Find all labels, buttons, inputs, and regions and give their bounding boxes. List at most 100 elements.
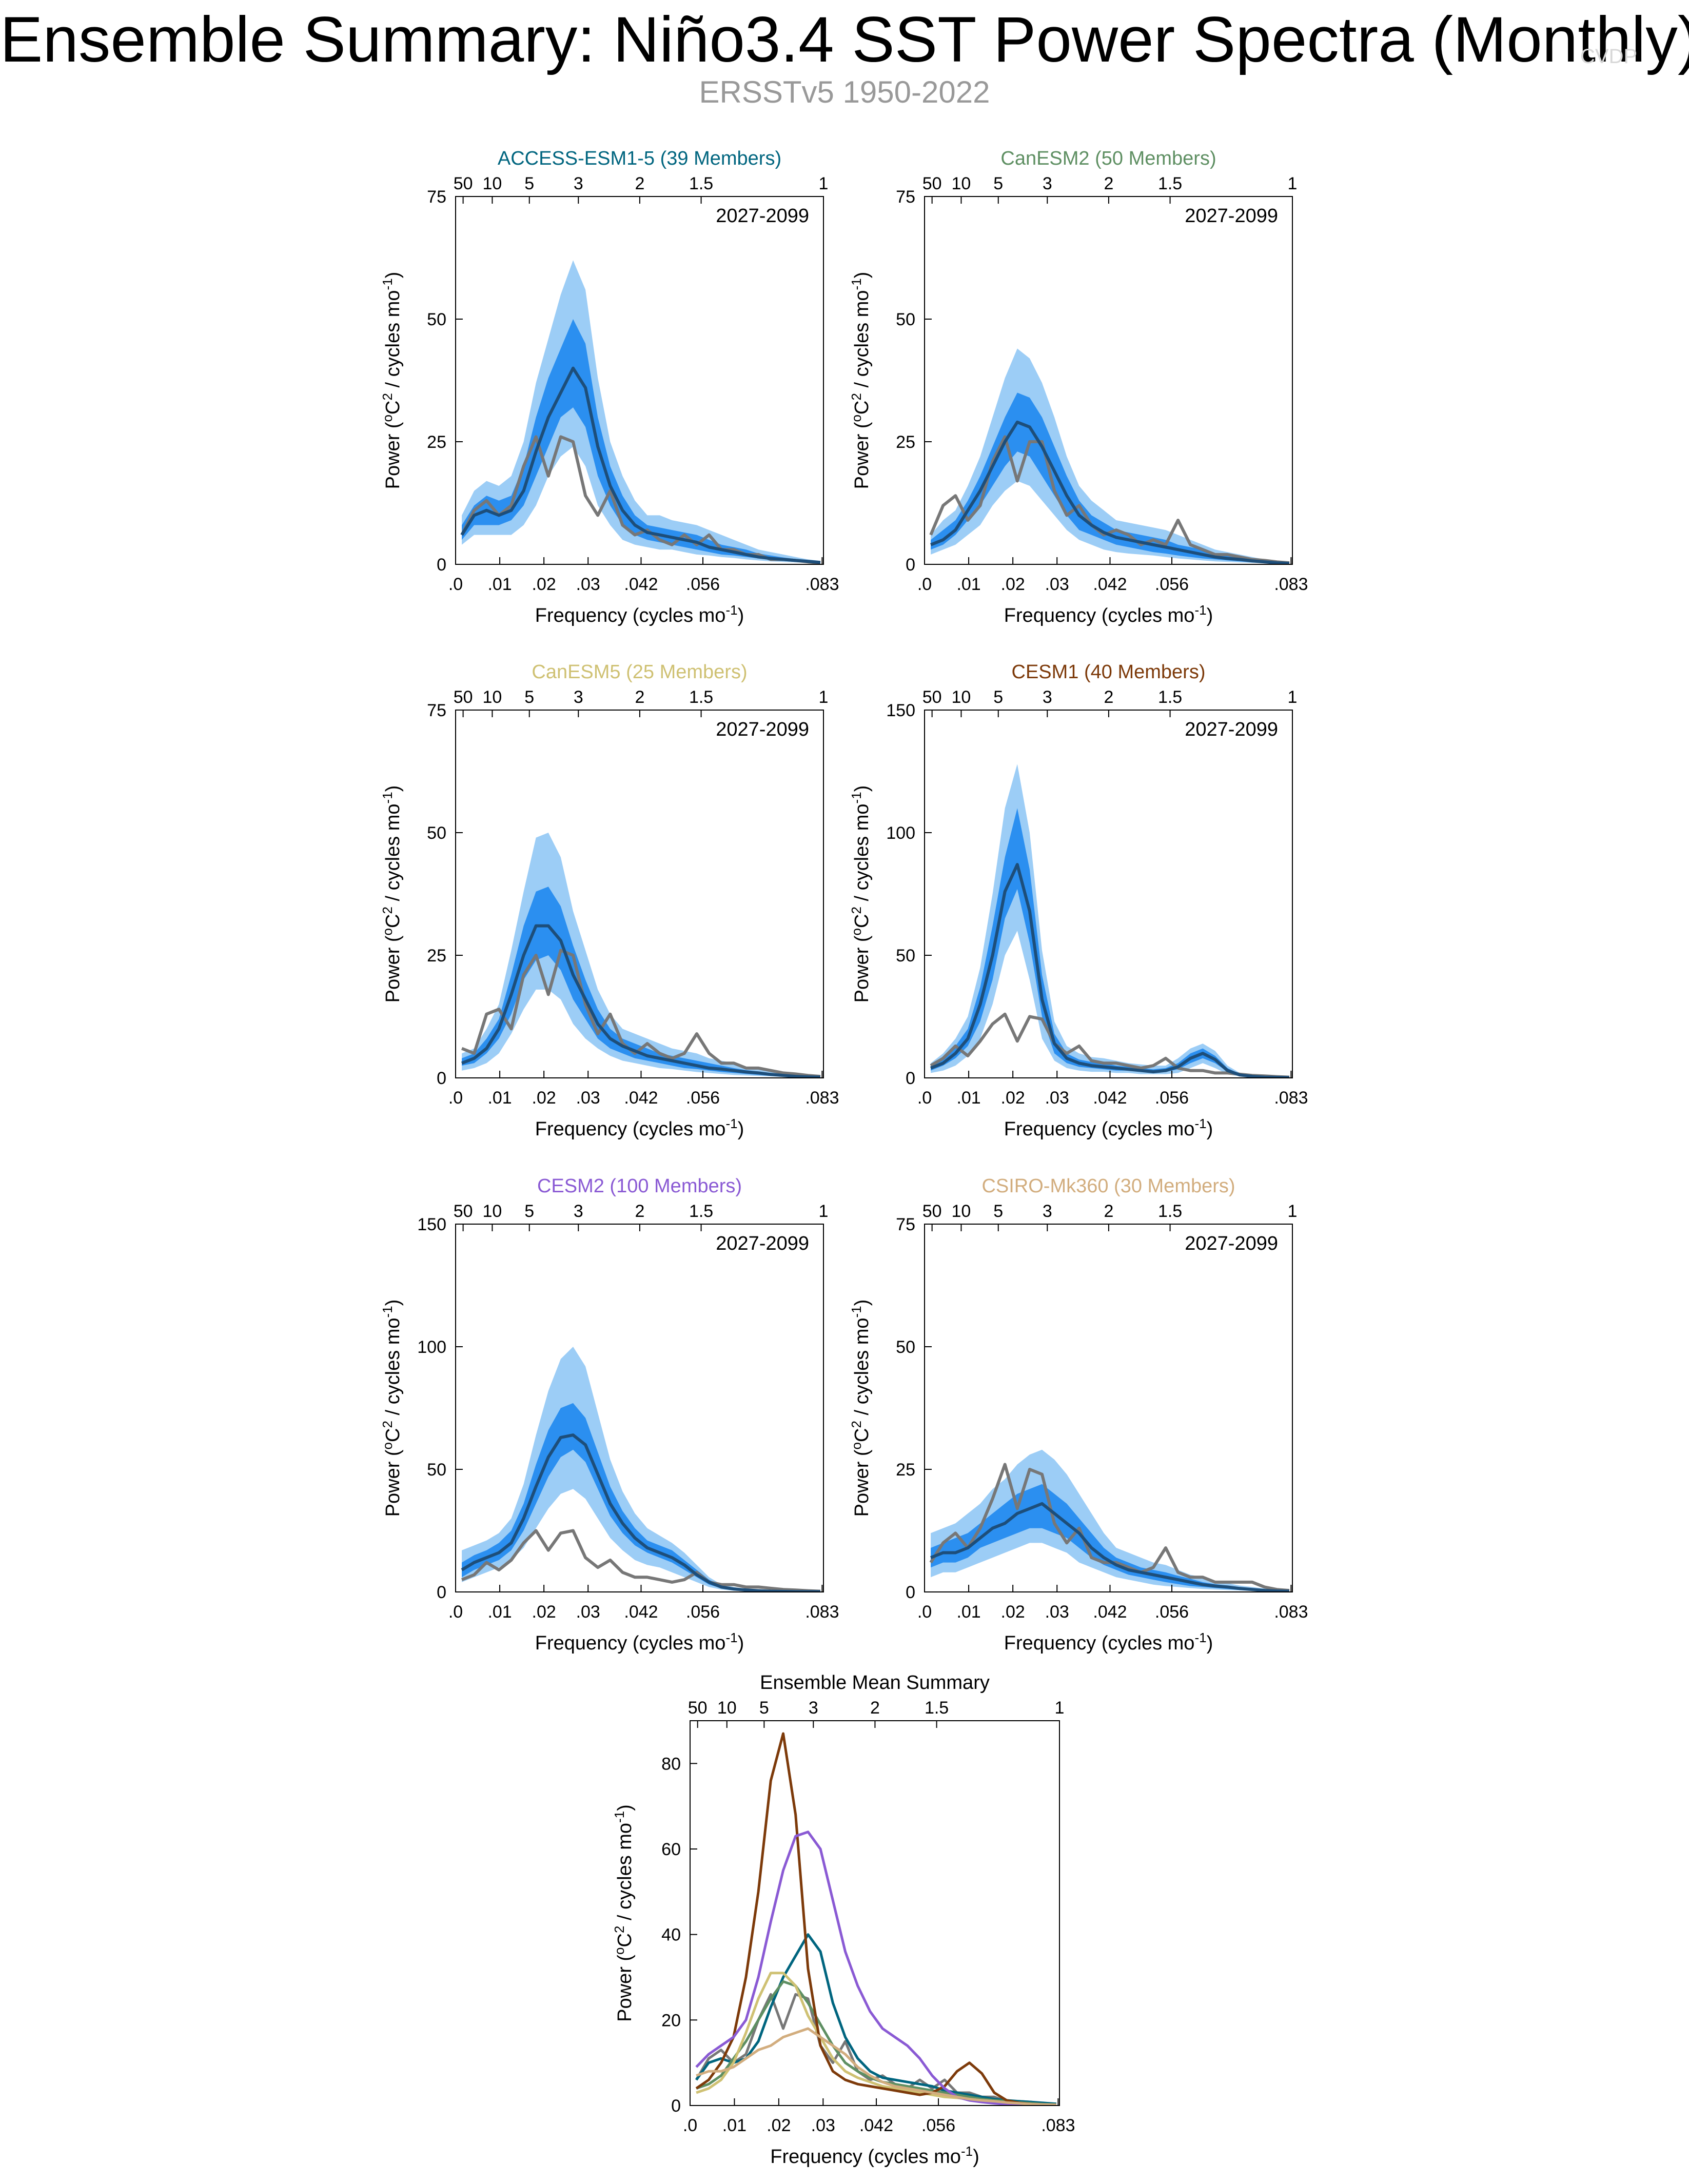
y-tick-label: 150: [886, 701, 915, 720]
y-tick-label: 50: [896, 1337, 915, 1357]
plot-area: [929, 1449, 1290, 1592]
ensemble-mean-line: [461, 924, 821, 1078]
watermark: CVDP: [1580, 45, 1638, 68]
x-tick-label: .083: [805, 575, 839, 594]
chart-panel-3: 0 25 50 75 .0 .01 .02 .03 .042 .056 .083 50 10 5 3 2 1.5…: [380, 661, 839, 1140]
band-10-90: [462, 1347, 820, 1592]
top-tick-label: 50: [922, 174, 942, 193]
x-tick-label: .02: [1001, 575, 1025, 594]
top-tick-label: 3: [809, 1698, 818, 1718]
top-tick-label: 3: [574, 1202, 583, 1221]
top-tick-label: 2: [1104, 174, 1113, 193]
top-tick-label: 3: [1043, 174, 1052, 193]
y-tick-label: 0: [906, 1069, 915, 1088]
top-tick-label: 50: [688, 1698, 708, 1718]
panel-title: CESM2 (100 Members): [537, 1175, 742, 1197]
x-tick-label: .056: [686, 1088, 720, 1108]
top-tick-label: 1.5: [689, 1202, 713, 1221]
band-25-75: [931, 392, 1289, 564]
top-tick-label: 5: [993, 1202, 1003, 1221]
y-tick-label: 20: [661, 2011, 681, 2030]
x-tick-label: .042: [624, 575, 658, 594]
x-tick-label: .02: [532, 575, 556, 594]
panel-title: CSIRO-Mk360 (30 Members): [981, 1175, 1235, 1197]
y-tick-label: 60: [661, 1840, 681, 1859]
y-tick-label: 40: [661, 1925, 681, 1945]
top-tick-label: 10: [483, 687, 502, 707]
x-tick-label: .03: [576, 1088, 600, 1108]
top-tick-label: 2: [635, 687, 644, 707]
x-tick-label: .042: [1093, 575, 1127, 594]
top-tick-label: 10: [483, 1202, 502, 1221]
plot-area: [461, 833, 821, 1078]
top-tick-label: 1.5: [925, 1698, 949, 1718]
y-tick-label: 75: [896, 187, 915, 207]
x-axis-label: Frequency (cycles mo-1): [770, 2143, 979, 2168]
y-tick-label: 50: [427, 310, 446, 329]
chart-panel-6: 0 25 50 75 .0 .01 .02 .03 .042 .056 .083 50 10 5 3 2 1.5…: [849, 1175, 1308, 1654]
top-tick-label: 50: [922, 687, 942, 707]
top-tick-label: 3: [1043, 687, 1052, 707]
x-axis-label: Frequency (cycles mo-1): [1004, 1116, 1213, 1140]
x-axis-label: Frequency (cycles mo-1): [1004, 1630, 1213, 1654]
page-title: Ensemble Summary: Niño3.4 SST Power Spec…: [0, 4, 1689, 75]
x-tick-label: .02: [532, 1602, 556, 1622]
top-tick-label: 2: [635, 1202, 644, 1221]
plot-frame: [690, 1720, 1060, 2106]
y-tick-label: 100: [417, 1337, 446, 1357]
y-axis-label: Power (oC2 / cycles mo-1): [849, 785, 873, 1003]
x-tick-label: .02: [1001, 1088, 1025, 1108]
top-tick-label: 1: [1288, 174, 1298, 193]
x-tick-label: .01: [722, 2116, 747, 2135]
top-tick-label: 5: [759, 1698, 769, 1718]
y-axis-label: Power (oC2 / cycles mo-1): [380, 272, 404, 489]
x-axis-label: Frequency (cycles mo-1): [535, 602, 744, 626]
x-tick-label: .042: [859, 2116, 893, 2135]
y-axis-label: Power (oC2 / cycles mo-1): [849, 1300, 873, 1517]
band-10-90: [462, 833, 820, 1077]
top-tick-label: 1: [819, 687, 829, 707]
top-tick-label: 5: [993, 174, 1003, 193]
chart-panel-5: 0 50 100 150 .0 .01 .02 .03 .042 .056 .083 50 10 5 3 2 1…: [380, 1175, 839, 1654]
x-tick-label: .01: [487, 575, 512, 594]
x-tick-label: .0: [448, 1088, 463, 1108]
chart-panel-4: 0 50 100 150 .0 .01 .02 .03 .042 .056 .083 50 10 5 3 2 1…: [849, 661, 1308, 1140]
top-tick-label: 10: [483, 174, 502, 193]
y-tick-label: 80: [661, 1754, 681, 1774]
top-tick-label: 3: [574, 174, 583, 193]
panel-title: CESM1 (40 Members): [1012, 661, 1206, 683]
top-tick-label: 50: [454, 1202, 473, 1221]
top-tick-label: 10: [952, 1202, 971, 1221]
x-tick-label: .083: [805, 1088, 839, 1108]
y-tick-label: 0: [437, 1069, 446, 1088]
x-axis-label: Frequency (cycles mo-1): [535, 1116, 744, 1140]
top-tick-label: 50: [454, 174, 473, 193]
x-axis-label: Frequency (cycles mo-1): [1004, 602, 1213, 626]
band-10-90: [931, 1449, 1289, 1591]
panel-title: ACCESS-ESM1-5 (39 Members): [498, 148, 781, 169]
top-tick-label: 5: [524, 174, 534, 193]
y-tick-label: 150: [417, 1215, 446, 1234]
x-tick-label: .042: [624, 1602, 658, 1622]
top-tick-label: 10: [952, 687, 971, 707]
period-label: 2027-2099: [1185, 1233, 1278, 1254]
x-tick-label: .01: [487, 1602, 512, 1622]
x-tick-label: .02: [767, 2116, 791, 2135]
y-tick-label: 100: [886, 823, 915, 843]
top-tick-label: 5: [993, 687, 1003, 707]
x-tick-label: .01: [956, 1602, 980, 1622]
y-tick-label: 25: [896, 1460, 915, 1480]
ensemble-mean-line: [461, 1433, 820, 1592]
y-axis-label: Power (oC2 / cycles mo-1): [380, 785, 404, 1003]
y-tick-label: 75: [427, 701, 446, 720]
x-tick-label: .03: [811, 2116, 835, 2135]
x-tick-label: .083: [805, 1602, 839, 1622]
y-axis-label: Power (oC2 / cycles mo-1): [849, 272, 873, 489]
x-tick-label: .03: [1045, 1602, 1069, 1622]
plot-area: [929, 348, 1290, 564]
chart-panel-1: 0 25 50 75 .0 .01 .02 .03 .042 .056 .083 50 10 5 3 2 1.5…: [380, 148, 839, 626]
top-tick-label: 1: [819, 174, 829, 193]
top-tick-label: 1.5: [1158, 687, 1182, 707]
top-tick-label: 5: [524, 687, 534, 707]
y-tick-label: 0: [437, 555, 446, 575]
